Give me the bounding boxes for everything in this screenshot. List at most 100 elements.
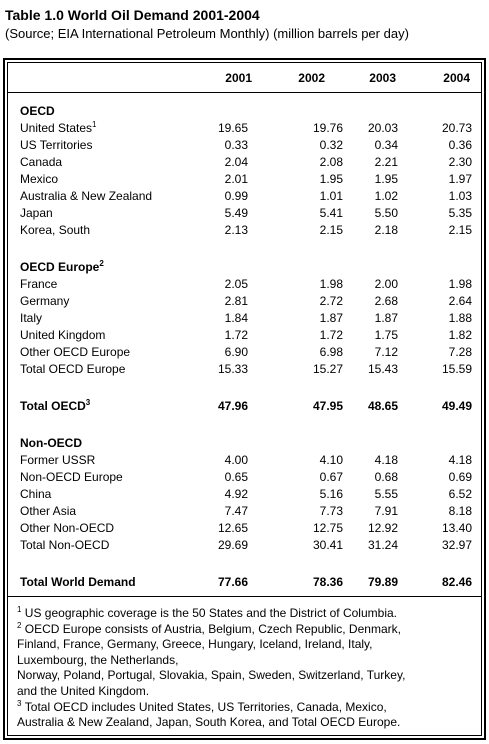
column-header: 2004: [443, 70, 470, 86]
row-label: Other OECD Europe: [20, 344, 130, 360]
row-label-text: Non-OECD Europe: [20, 470, 123, 484]
row-label-text: Total Non-OECD: [20, 538, 110, 552]
cell-value-text: 20.03: [367, 121, 398, 135]
footnote-text: Finland, France, Germany, Greece, Hungar…: [17, 637, 373, 652]
cell-value-text: 1.98: [319, 277, 343, 291]
row-label-text: United States: [20, 121, 93, 135]
cell-value: 78.36: [313, 574, 343, 590]
footnote-line: Norway, Poland, Portugal, Slovakia, Spai…: [17, 667, 405, 683]
footnote-text: Total OECD includes United States, US Te…: [21, 699, 387, 714]
footnote-ref: 2: [17, 620, 22, 630]
cell-value: 30.41: [313, 537, 343, 553]
cell-value: 4.18: [375, 452, 398, 468]
footnote-ref: 2: [99, 259, 104, 268]
cell-value: 0.32: [320, 137, 343, 153]
cell-value: 1.88: [449, 310, 472, 326]
cell-value: 0.34: [375, 137, 398, 153]
cell-value: 31.24: [368, 537, 398, 553]
row-label-text: Japan: [20, 206, 53, 220]
row-label: Australia & New Zealand: [20, 188, 152, 204]
cell-value-text: 49.49: [441, 399, 472, 413]
row-label-text: Italy: [20, 311, 43, 325]
row-label-text: Germany: [20, 294, 70, 308]
cell-value-text: 1.82: [448, 328, 472, 342]
row-label-text: Other Non-OECD: [20, 521, 115, 535]
cell-value: 19.65: [218, 120, 248, 136]
cell-value-text: 2.30: [448, 155, 472, 169]
section-heading-text: OECD: [20, 104, 55, 118]
cell-value: 6.98: [320, 344, 343, 360]
column-header-text: 2002: [298, 71, 325, 85]
row-label-text: France: [20, 277, 58, 291]
cell-value-text: 2.15: [319, 223, 343, 237]
row-label: US Territories: [20, 137, 92, 153]
cell-value-text: 6.98: [319, 345, 343, 359]
cell-value: 20.73: [442, 120, 472, 136]
cell-value: 6.52: [449, 486, 472, 502]
row-label: Non-OECD Europe: [20, 469, 123, 485]
row-label-text: US Territories: [20, 138, 93, 152]
cell-value-text: 13.40: [441, 521, 472, 535]
row-label-text: China: [20, 487, 52, 501]
cell-value: 1.75: [375, 327, 398, 343]
cell-value: 0.69: [449, 469, 472, 485]
cell-value: 32.97: [442, 537, 472, 553]
cell-value-text: 0.34: [374, 138, 398, 152]
footnote-text: Australia & New Zealand, Japan, South Ko…: [17, 715, 401, 730]
cell-value: 2.13: [225, 222, 248, 238]
cell-value: 15.43: [368, 361, 398, 377]
footnote-text: OECD Europe consists of Austria, Belgium…: [21, 621, 401, 636]
cell-value: 79.89: [368, 574, 398, 590]
cell-value-text: 12.75: [312, 521, 343, 535]
column-header: 2003: [369, 70, 396, 86]
row-label-text: United Kingdom: [20, 328, 106, 342]
cell-value-text: 5.16: [319, 487, 343, 501]
cell-value: 1.72: [320, 327, 343, 343]
cell-value: 12.65: [218, 520, 248, 536]
cell-value: 1.97: [449, 171, 472, 187]
cell-value: 8.18: [449, 503, 472, 519]
cell-value-text: 5.41: [319, 206, 343, 220]
cell-value: 6.90: [225, 344, 248, 360]
cell-value-text: 31.24: [367, 538, 398, 552]
cell-value-text: 20.73: [441, 121, 472, 135]
footnote-ref: 1: [17, 605, 22, 614]
cell-value: 2.64: [449, 293, 472, 309]
cell-value-text: 7.73: [319, 504, 343, 518]
cell-value: 0.99: [225, 188, 248, 204]
cell-value-text: 4.92: [224, 487, 248, 501]
cell-value: 1.84: [225, 310, 248, 326]
cell-value: 1.01: [320, 188, 343, 204]
cell-value: 2.21: [375, 154, 398, 170]
cell-value: 5.55: [375, 486, 398, 502]
row-label: Italy: [20, 310, 42, 326]
cell-value-text: 2.08: [319, 155, 343, 169]
cell-value: 5.16: [320, 486, 343, 502]
row-label-text: Australia & New Zealand: [20, 189, 153, 203]
cell-value: 2.00: [375, 276, 398, 292]
cell-value-text: 15.27: [312, 362, 343, 376]
cell-value: 49.49: [442, 398, 472, 414]
cell-value-text: 1.98: [448, 277, 472, 291]
row-label: Total OECD Europe: [20, 361, 125, 377]
cell-value-text: 5.49: [224, 206, 248, 220]
cell-value: 1.87: [320, 310, 343, 326]
cell-value-text: 0.33: [224, 138, 248, 152]
row-label: Korea, South: [20, 222, 90, 238]
cell-value-text: 7.47: [224, 504, 248, 518]
cell-value-text: 1.72: [319, 328, 343, 342]
footnote-line: Finland, France, Germany, Greece, Hungar…: [17, 636, 373, 652]
column-header-text: 2004: [443, 71, 470, 85]
column-header-text: 2001: [225, 71, 252, 85]
cell-value-text: 4.10: [319, 453, 343, 467]
cell-value-text: 0.65: [224, 470, 248, 484]
cell-value: 1.02: [375, 188, 398, 204]
cell-value: 2.04: [225, 154, 248, 170]
section-heading: OECD Europe2: [20, 259, 104, 275]
cell-value-text: 2.18: [374, 223, 398, 237]
row-label-text: Total OECD Europe: [20, 362, 126, 376]
cell-value-text: 2.13: [224, 223, 248, 237]
cell-value: 1.87: [375, 310, 398, 326]
footnote-text: US geographic coverage is the 50 States …: [21, 606, 397, 620]
